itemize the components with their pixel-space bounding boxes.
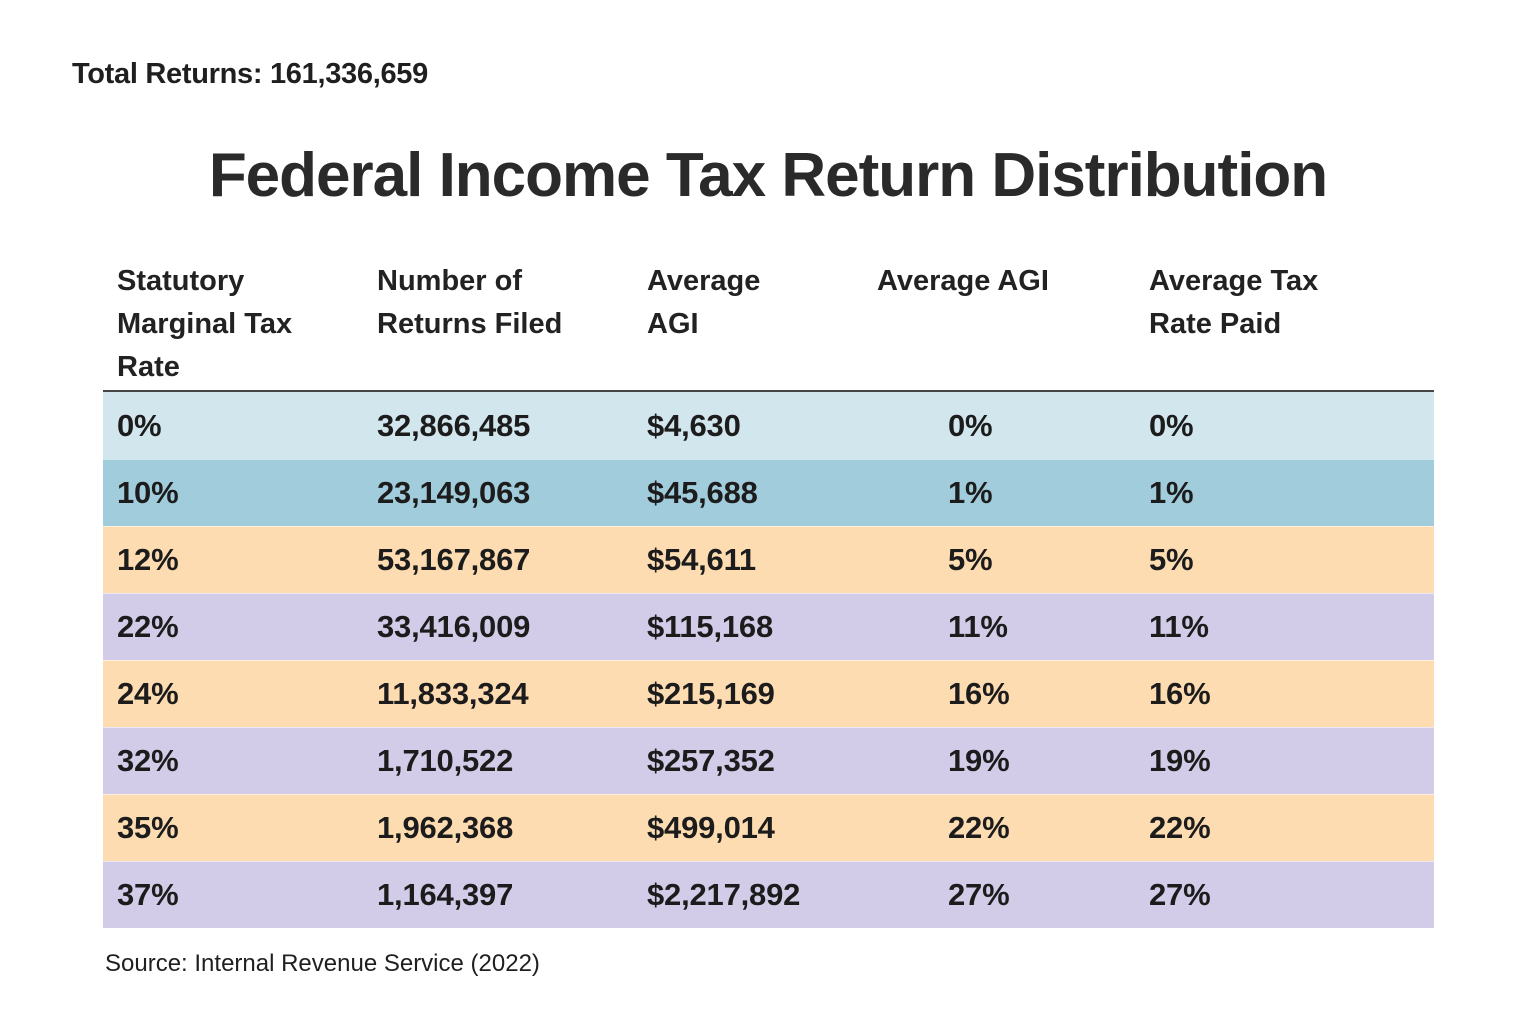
- table-row: 32% 1,710,522 $257,352 19% 19%: [103, 727, 1434, 794]
- table-row: 22% 33,416,009 $115,168 11% 11%: [103, 593, 1434, 660]
- cell-avg-agi: $2,217,892: [647, 877, 801, 912]
- cell-avg-tax-pct: 16%: [1149, 676, 1211, 711]
- tax-distribution-table: Statutory Marginal Tax Rate Number of Re…: [103, 252, 1434, 928]
- table-row: 37% 1,164,397 $2,217,892 27% 27%: [103, 861, 1434, 928]
- cell-rate: 32%: [117, 743, 179, 778]
- cell-returns: 33,416,009: [377, 609, 531, 644]
- cell-avg-agi-pct: 19%: [948, 743, 1010, 778]
- cell-rate: 35%: [117, 810, 179, 845]
- table-row: 12% 53,167,867 $54,611 5% 5%: [103, 526, 1434, 593]
- cell-avg-agi: $257,352: [647, 743, 775, 778]
- table-row: 35% 1,962,368 $499,014 22% 22%: [103, 794, 1434, 861]
- page-title: Federal Income Tax Return Distribution: [208, 141, 1328, 210]
- column-header-average-agi-pct: Average AGI: [877, 265, 1049, 297]
- table-row: 10% 23,149,063 $45,688 1% 1%: [103, 459, 1434, 526]
- cell-rate: 12%: [117, 542, 179, 577]
- cell-avg-agi: $115,168: [647, 609, 773, 644]
- cell-avg-agi-pct: 1%: [948, 475, 993, 510]
- cell-avg-agi: $499,014: [647, 810, 775, 845]
- cell-avg-agi: $4,630: [647, 407, 741, 443]
- cell-avg-tax-pct: 22%: [1149, 810, 1211, 845]
- column-header-average-agi: Average AGI: [647, 265, 761, 340]
- cell-returns: 11,833,324: [377, 676, 529, 711]
- cell-avg-agi-pct: 0%: [948, 407, 993, 443]
- cell-returns: 1,962,368: [377, 810, 514, 845]
- cell-rate: 24%: [117, 676, 179, 711]
- cell-rate: 10%: [117, 475, 179, 510]
- cell-avg-agi: $45,688: [647, 475, 758, 510]
- cell-avg-tax-pct: 5%: [1149, 542, 1194, 577]
- total-returns-label: Total Returns: 161,336,659: [72, 58, 428, 90]
- column-header-number-of-returns-filed: Number of Returns Filed: [377, 265, 563, 340]
- cell-returns: 1,710,522: [377, 743, 514, 778]
- cell-rate: 0%: [117, 407, 162, 443]
- cell-avg-agi-pct: 5%: [948, 542, 993, 577]
- column-header-average-tax-rate-paid: Average Tax Rate Paid: [1149, 265, 1319, 340]
- cell-avg-agi: $54,611: [647, 542, 756, 577]
- cell-avg-agi-pct: 22%: [948, 810, 1010, 845]
- cell-avg-tax-pct: 11%: [1149, 609, 1209, 644]
- cell-avg-agi-pct: 16%: [948, 676, 1010, 711]
- cell-avg-agi-pct: 11%: [948, 609, 1008, 644]
- cell-returns: 32,866,485: [377, 407, 531, 443]
- cell-returns: 1,164,397: [377, 877, 514, 912]
- cell-avg-tax-pct: 1%: [1149, 475, 1194, 510]
- cell-avg-tax-pct: 19%: [1149, 743, 1211, 778]
- cell-avg-agi: $215,169: [647, 676, 775, 711]
- cell-returns: 53,167,867: [377, 542, 531, 577]
- cell-avg-agi-pct: 27%: [948, 877, 1010, 912]
- table-row: 24% 11,833,324 $215,169 16% 16%: [103, 660, 1434, 727]
- cell-avg-tax-pct: 27%: [1149, 877, 1211, 912]
- table-row: 0% 32,866,485 $4,630 0% 0%: [103, 392, 1434, 459]
- column-header-statutory-marginal-tax-rate: Statutory Marginal Tax Rate: [117, 265, 293, 383]
- cell-rate: 37%: [117, 877, 179, 912]
- table-header-row: Statutory Marginal Tax Rate Number of Re…: [103, 252, 1434, 392]
- cell-returns: 23,149,063: [377, 475, 531, 510]
- cell-rate: 22%: [117, 609, 179, 644]
- cell-avg-tax-pct: 0%: [1149, 407, 1194, 443]
- source-attribution: Source: Internal Revenue Service (2022): [105, 950, 540, 977]
